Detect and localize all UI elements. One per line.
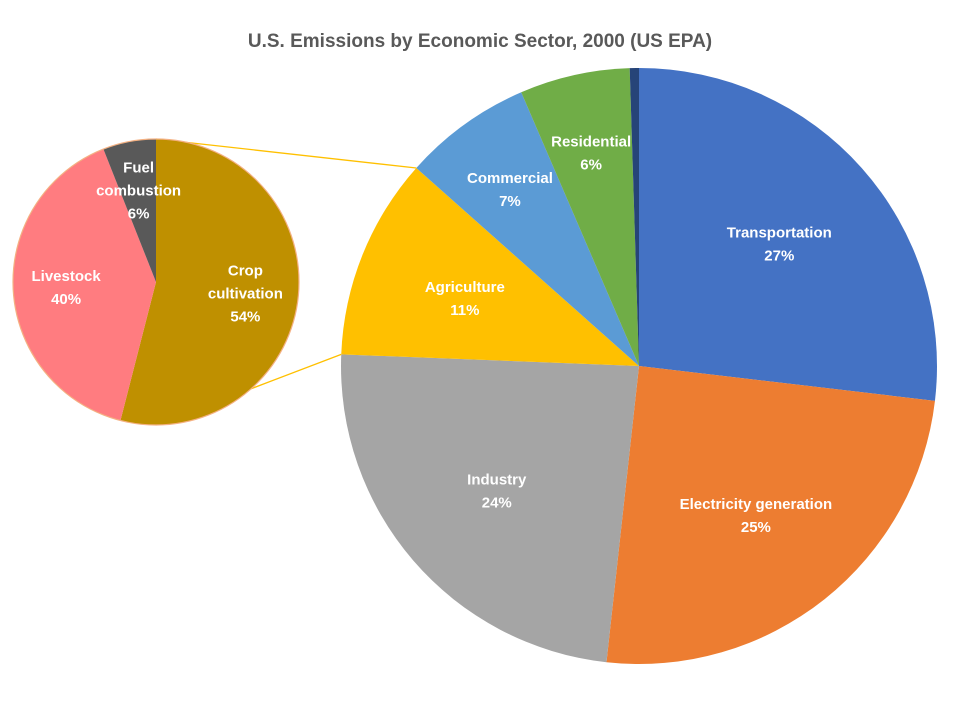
inset-label-fuel-combustion: Fuel combustion 6% <box>96 160 181 223</box>
label-industry: Industry 24% <box>467 472 527 512</box>
label-electricity-generation: Electricity generation 25% <box>680 496 833 536</box>
slice-unlabeled-6 <box>629 68 639 366</box>
chart-title: U.S. Emissions by Economic Sector, 2000 … <box>248 31 712 52</box>
inset-label-livestock: Livestock 40% <box>31 268 101 308</box>
slice-electricity-generation <box>606 366 935 665</box>
inset-label-crop-cultivation: Crop cultivation 54% <box>208 262 283 325</box>
inset-slice-crop-cultivation <box>120 139 299 425</box>
main-pie: Transportation 27% Electricity generation 2… <box>341 68 937 665</box>
label-transportation: Transportation 27% <box>727 224 832 264</box>
agriculture-breakdown-pie: Crop cultivation 54% Livestock 40% Fuel combus… <box>12 138 300 426</box>
slice-industry <box>341 354 639 663</box>
label-residential: Residential 6% <box>551 134 631 174</box>
inset-slice-fuel-combustion <box>103 139 156 282</box>
inset-slice-livestock <box>12 149 156 421</box>
slice-agriculture <box>341 167 639 366</box>
inset-border <box>12 138 300 426</box>
slice-residential <box>521 68 639 367</box>
label-agriculture: Agriculture 11% <box>425 279 505 319</box>
label-commercial: Commercial 7% <box>467 170 553 210</box>
slice-commercial <box>416 92 639 367</box>
connector-line-top <box>155 138 417 169</box>
slice-transportation <box>639 68 937 401</box>
